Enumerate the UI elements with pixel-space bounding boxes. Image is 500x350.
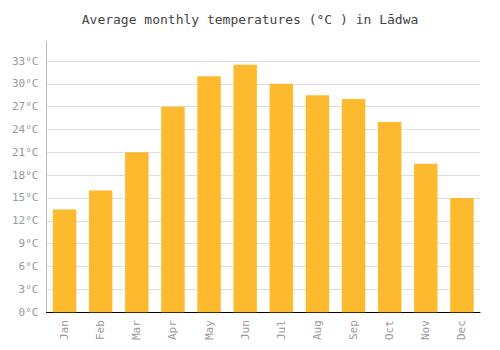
svg-text:Sep: Sep [347,320,360,340]
svg-text:Nov: Nov [419,320,432,340]
svg-text:12°C: 12°C [12,214,39,227]
svg-text:Aug: Aug [311,320,324,340]
svg-text:21°C: 21°C [12,146,39,159]
svg-text:May: May [203,320,216,340]
svg-text:15°C: 15°C [12,191,39,204]
svg-text:Apr: Apr [166,320,179,340]
svg-text:Feb: Feb [94,320,107,340]
svg-text:3°C: 3°C [19,283,39,296]
svg-text:0°C: 0°C [19,306,39,319]
svg-text:30°C: 30°C [12,77,39,90]
svg-text:33°C: 33°C [12,55,39,68]
svg-text:9°C: 9°C [19,237,39,250]
svg-text:Mar: Mar [130,320,143,340]
svg-text:24°C: 24°C [12,123,39,136]
svg-text:18°C: 18°C [12,169,39,182]
svg-text:Jul: Jul [275,320,288,340]
svg-text:27°C: 27°C [12,100,39,113]
svg-text:Jun: Jun [239,320,252,340]
svg-text:Oct: Oct [383,320,396,340]
svg-text:Average monthly temperatures (: Average monthly temperatures (°C ) in Lā… [82,12,419,27]
svg-text:6°C: 6°C [19,260,39,273]
svg-text:Jan: Jan [58,320,71,340]
svg-text:Dec: Dec [455,320,468,340]
